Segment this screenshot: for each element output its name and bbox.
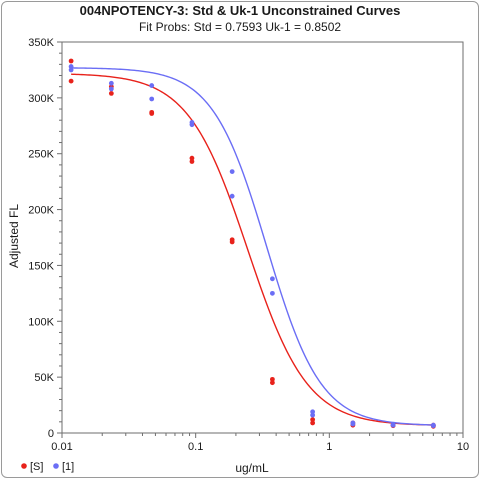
x-tick-label: 0.1 — [188, 441, 203, 453]
y-tick-label: 150K — [28, 260, 54, 272]
data-point — [189, 122, 195, 128]
legend-label: [S] — [30, 461, 43, 473]
data-point — [108, 86, 114, 92]
data-point — [189, 159, 195, 164]
data-point — [310, 409, 316, 415]
data-point — [269, 290, 275, 296]
y-tick-label: 250K — [28, 149, 54, 161]
data-point — [229, 239, 235, 245]
legend-marker — [53, 463, 59, 469]
data-point — [350, 421, 356, 427]
data-point — [310, 420, 316, 426]
data-point — [149, 96, 155, 102]
data-point — [68, 78, 74, 84]
chart-subtitle: Fit Probs: Std = 0.7593 Uk-1 = 0.8502 — [139, 20, 341, 34]
data-point — [229, 169, 235, 174]
data-point — [68, 64, 74, 69]
data-point — [149, 83, 155, 88]
data-point — [269, 380, 275, 386]
chart-title: 004NPOTENCY-3: Std & Uk-1 Unconstrained … — [80, 3, 401, 18]
fit-curve-[S] — [71, 73, 434, 426]
data-point — [390, 422, 396, 428]
x-axis-label: ug/mL — [235, 461, 269, 475]
data-points — [68, 58, 436, 429]
legend-marker — [21, 463, 27, 469]
data-point — [430, 423, 436, 429]
data-point — [229, 193, 235, 199]
y-axis-label: Adjusted FL — [7, 204, 21, 268]
x-tick-label: 1 — [326, 441, 332, 453]
data-point — [108, 90, 114, 96]
y-tick-label: 0 — [48, 428, 54, 440]
data-point — [108, 80, 114, 86]
data-point — [68, 67, 74, 73]
fit-curve-[1] — [71, 67, 434, 426]
data-point — [68, 58, 74, 64]
data-point — [149, 111, 155, 116]
data-point — [189, 155, 195, 161]
plot-border — [61, 41, 464, 434]
data-point — [310, 412, 316, 418]
plot-axes: 0 50K 100K 150K 200K 250K 300K 350K 0.01 0.1 1 10 — [28, 37, 469, 453]
fit-curves — [71, 67, 434, 426]
y-tick-label: 300K — [28, 93, 54, 105]
y-tick-label: 100K — [28, 316, 54, 328]
y-tick-label: 350K — [28, 37, 54, 49]
legend: [S] [1] — [21, 461, 74, 473]
x-tick-label: 0.01 — [51, 441, 72, 453]
legend-label: [1] — [62, 461, 74, 473]
x-tick-label: 10 — [457, 441, 469, 453]
data-point — [269, 276, 275, 282]
y-tick-label: 200K — [28, 205, 54, 217]
y-tick-label: 50K — [34, 372, 54, 384]
data-point — [310, 417, 316, 422]
data-point — [269, 376, 275, 382]
